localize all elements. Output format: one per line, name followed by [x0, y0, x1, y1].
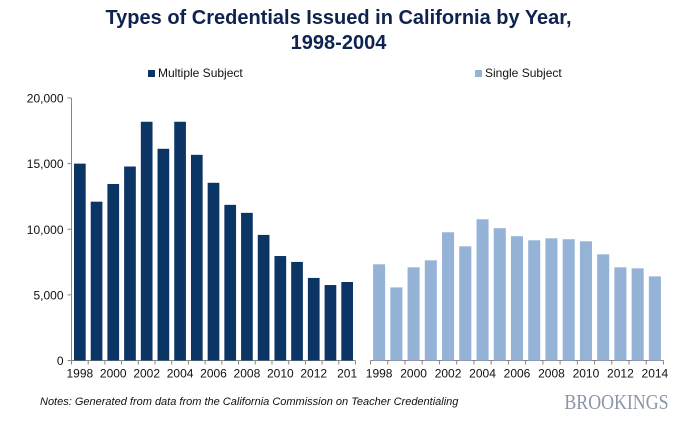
legend-label-single-subject: Single Subject — [485, 66, 562, 80]
bar-multiple-subject-1999 — [90, 201, 103, 361]
bar-single-subject-2010 — [579, 241, 592, 361]
bar-single-subject-2000 — [407, 267, 420, 361]
bar-single-subject-1998 — [373, 264, 386, 361]
x-tick-label: 2014 — [642, 367, 669, 381]
bar-multiple-subject-2005 — [190, 154, 203, 361]
bar-single-subject-2006 — [510, 236, 524, 361]
bar-multiple-subject-2003 — [157, 148, 170, 361]
bar-single-subject-1999 — [390, 287, 403, 361]
x-tick-label: 2002 — [435, 367, 462, 381]
chart-note: Notes: Generated from data from the Cali… — [40, 396, 459, 408]
x-tick-label: 2012 — [607, 367, 634, 381]
legend-label-multiple-subject: Multiple Subject — [158, 66, 243, 80]
x-tick-label: 2010 — [573, 367, 600, 381]
bar-multiple-subject-2011 — [291, 261, 303, 361]
bar-multiple-subject-2002 — [140, 121, 153, 361]
x-tick-label: 2004 — [167, 367, 194, 381]
legend-swatch-multiple-subject — [148, 69, 155, 77]
y-tick-label: 15,000 — [27, 157, 64, 171]
bar-single-subject-2004 — [476, 219, 489, 361]
x-tick-label: 1998 — [67, 367, 94, 381]
bar-multiple-subject-2013 — [324, 285, 337, 361]
y-tick-label: 10,000 — [27, 223, 64, 237]
bar-multiple-subject-2007 — [224, 204, 237, 361]
bar-single-subject-2002 — [442, 232, 455, 361]
bar-single-subject-2012 — [614, 267, 627, 361]
bar-single-subject-2009 — [562, 239, 575, 361]
bar-multiple-subject-2009 — [257, 234, 270, 361]
x-tick-label: 201 — [337, 367, 357, 381]
brookings-logo: BROOKINGS — [564, 390, 669, 414]
legend-item-multiple-subject: Multiple Subject — [148, 66, 243, 80]
x-tick-label: 1998 — [366, 367, 393, 381]
legend-swatch-single-subject — [475, 69, 482, 77]
x-tick-label: 2000 — [100, 367, 127, 381]
y-tick-label: 20,000 — [27, 92, 64, 106]
bar-single-subject-2007 — [528, 240, 541, 361]
x-tick-label: 2000 — [400, 367, 427, 381]
bar-single-subject-2003 — [459, 246, 472, 361]
y-tick-label: 0 — [57, 354, 64, 368]
bar-multiple-subject-2008 — [241, 212, 253, 361]
bar-multiple-subject-2004 — [174, 121, 186, 361]
chart-title-line-1: Types of Credentials Issued in Californi… — [105, 7, 572, 29]
bar-single-subject-2001 — [424, 260, 437, 361]
bar-multiple-subject-1998 — [74, 163, 86, 361]
x-tick-label: 2010 — [267, 367, 294, 381]
x-tick-label: 2008 — [234, 367, 261, 381]
x-tick-label: 2012 — [300, 367, 327, 381]
y-tick-label: 5,000 — [33, 288, 63, 302]
bar-multiple-subject-2000 — [107, 183, 120, 361]
bar-multiple-subject-2001 — [124, 166, 136, 361]
bar-multiple-subject-2006 — [207, 182, 220, 361]
x-tick-label: 2002 — [133, 367, 160, 381]
bar-single-subject-2013 — [631, 268, 644, 361]
bar-single-subject-2008 — [545, 238, 558, 361]
bar-single-subject-2005 — [493, 228, 506, 361]
bar-single-subject-2011 — [597, 254, 610, 361]
legend-item-single-subject: Single Subject — [475, 66, 562, 80]
x-tick-label: 2008 — [538, 367, 565, 381]
chart-title-line-2: 1998-2004 — [290, 32, 387, 54]
bar-multiple-subject-2014 — [341, 282, 353, 361]
bar-single-subject-2014 — [648, 276, 661, 361]
chart-title: Types of Credentials Issued in Californi… — [0, 6, 677, 56]
bar-multiple-subject-2012 — [307, 277, 320, 361]
x-tick-label: 2006 — [200, 367, 227, 381]
bar-multiple-subject-2010 — [274, 256, 287, 361]
x-tick-label: 2004 — [469, 367, 496, 381]
x-tick-label: 2006 — [504, 367, 531, 381]
